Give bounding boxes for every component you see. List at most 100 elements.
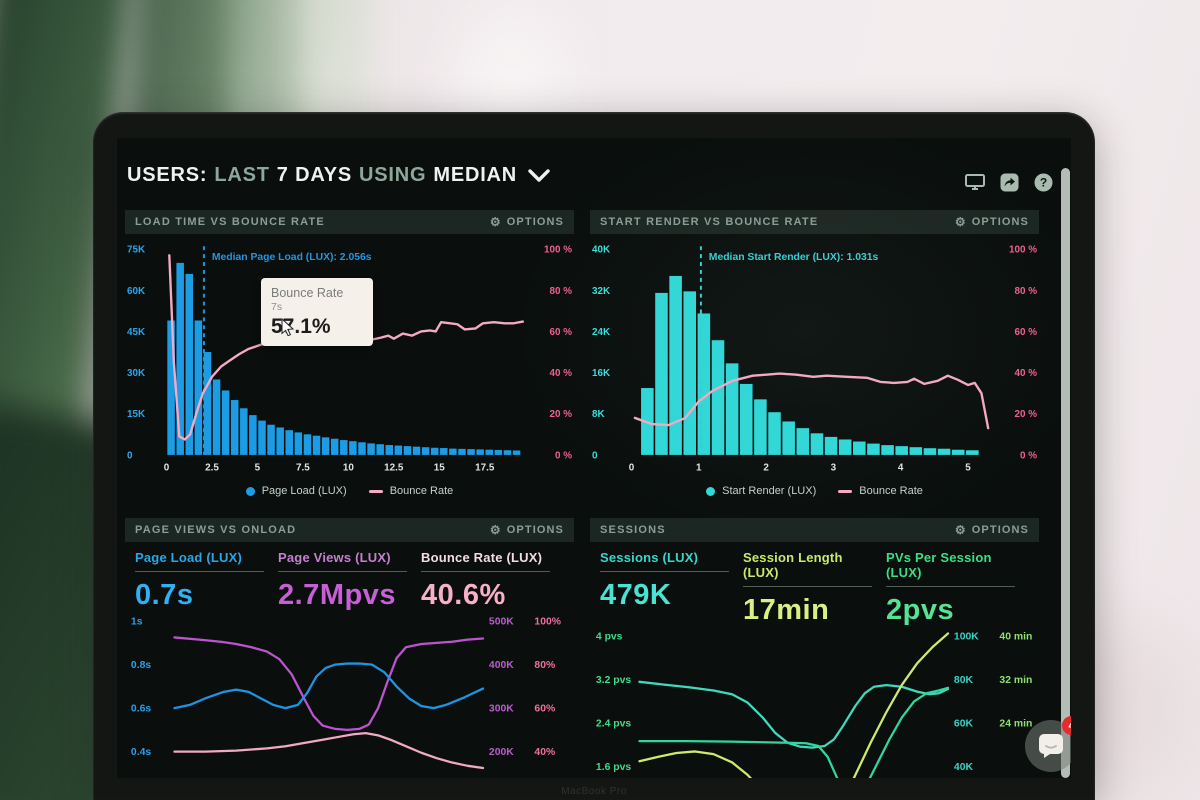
svg-text:0: 0: [164, 463, 170, 474]
svg-text:1: 1: [696, 463, 702, 474]
dashboard-screen: USERS: LAST 7 DAYS USING MEDIAN ?: [117, 138, 1071, 778]
metric-pvs-per-session: PVs Per Session (LUX) 2pvs: [886, 550, 1029, 627]
panel-sessions: SESSIONS ⚙ OPTIONS Sessions (LUX) 479K: [590, 518, 1039, 778]
svg-text:5: 5: [965, 463, 971, 474]
svg-text:300K: 300K: [489, 704, 514, 715]
svg-text:40 %: 40 %: [1015, 368, 1038, 379]
svg-text:?: ?: [1039, 175, 1046, 189]
svg-text:24K: 24K: [592, 327, 611, 338]
svg-text:16K: 16K: [592, 368, 611, 379]
svg-text:17.5: 17.5: [475, 463, 495, 474]
gear-icon: ⚙: [489, 523, 502, 537]
chat-bubble-icon: [1038, 733, 1064, 764]
svg-text:10: 10: [343, 463, 354, 474]
svg-text:0.6s: 0.6s: [131, 704, 151, 715]
metric-session-length: Session Length (LUX) 17min: [743, 550, 886, 627]
sessions-line-chart: 4 pvs 3.2 pvs 2.4 pvs 1.6 pvs 100K 40 min 80K 3…: [590, 627, 1039, 778]
panel-title: START RENDER VS BOUNCE RATE: [600, 216, 819, 228]
start-render-histogram-chart: 40K 32K 24K 16K 8K 0 100 % 80 % 60 % 40 % 20 % 0 % 0…: [590, 234, 1039, 483]
svg-text:75K: 75K: [127, 245, 146, 256]
svg-text:0.4s: 0.4s: [131, 747, 151, 758]
svg-text:0: 0: [127, 450, 133, 461]
metric-page-load: Page Load (LUX) 0.7s: [135, 550, 278, 612]
panel-title: PAGE VIEWS VS ONLOAD: [135, 524, 297, 536]
help-icon[interactable]: ?: [1033, 172, 1053, 192]
svg-text:100%: 100%: [534, 617, 561, 628]
vertical-scrollbar[interactable]: [1061, 168, 1070, 778]
svg-text:12.5: 12.5: [384, 463, 404, 474]
svg-text:1.6 pvs: 1.6 pvs: [596, 762, 631, 773]
svg-text:0.8s: 0.8s: [131, 660, 151, 671]
legend-bounce-rate: Bounce Rate: [838, 485, 923, 497]
options-button[interactable]: ⚙ OPTIONS: [489, 215, 564, 229]
svg-text:80 %: 80 %: [550, 286, 573, 297]
panel-load-time-vs-bounce-rate: LOAD TIME VS BOUNCE RATE ⚙ OPTIONS 75K 60…: [125, 210, 574, 506]
options-button[interactable]: ⚙ OPTIONS: [954, 523, 1029, 537]
svg-text:40K: 40K: [954, 762, 974, 773]
legend-page-load: Page Load (LUX): [245, 485, 347, 497]
svg-text:4: 4: [898, 463, 904, 474]
svg-text:40%: 40%: [534, 747, 555, 758]
svg-text:0 %: 0 %: [1020, 450, 1037, 461]
svg-text:200K: 200K: [489, 747, 514, 758]
svg-text:32K: 32K: [592, 286, 611, 297]
title-using: USING: [359, 164, 427, 186]
display-icon[interactable]: [965, 172, 985, 192]
svg-text:60 %: 60 %: [1015, 327, 1038, 338]
chart-tooltip: Bounce Rate 7s 57.1%: [261, 278, 373, 346]
svg-text:80K: 80K: [954, 675, 974, 686]
metric-page-views: Page Views (LUX) 2.7Mpvs: [278, 550, 421, 612]
svg-text:40K: 40K: [592, 245, 611, 256]
options-button[interactable]: ⚙ OPTIONS: [489, 523, 564, 537]
svg-text:45K: 45K: [127, 327, 146, 338]
svg-text:2.5: 2.5: [205, 463, 219, 474]
svg-text:Median Page Load (LUX): 2.056s: Median Page Load (LUX): 2.056s: [212, 252, 372, 263]
title-median: MEDIAN: [433, 164, 518, 186]
svg-text:80 %: 80 %: [1015, 286, 1038, 297]
metric-bounce-rate: Bounce Rate (LUX) 40.6%: [421, 550, 564, 612]
svg-text:0: 0: [592, 450, 598, 461]
svg-text:20 %: 20 %: [1015, 409, 1038, 420]
gear-icon: ⚙: [489, 215, 502, 229]
svg-text:4 pvs: 4 pvs: [596, 632, 623, 643]
svg-text:60K: 60K: [954, 719, 974, 730]
options-button[interactable]: ⚙ OPTIONS: [954, 215, 1029, 229]
svg-text:400K: 400K: [489, 660, 514, 671]
svg-text:7.5: 7.5: [296, 463, 310, 474]
chevron-down-icon[interactable]: [528, 168, 550, 183]
svg-text:Median Start Render (LUX): 1.0: Median Start Render (LUX): 1.031s: [709, 252, 879, 263]
svg-text:60K: 60K: [127, 286, 146, 297]
svg-text:100K: 100K: [954, 632, 979, 643]
panel-title: SESSIONS: [600, 524, 666, 536]
svg-text:32 min: 32 min: [999, 675, 1032, 686]
chat-widget-button[interactable]: 4: [1025, 716, 1071, 772]
title-days: 7 DAYS: [276, 164, 353, 186]
panel-start-render-vs-bounce-rate: START RENDER VS BOUNCE RATE ⚙ OPTIONS 40…: [590, 210, 1039, 506]
metric-sessions: Sessions (LUX) 479K: [600, 550, 743, 627]
svg-text:24 min: 24 min: [999, 719, 1032, 730]
laptop: USERS: LAST 7 DAYS USING MEDIAN ?: [93, 112, 1095, 800]
svg-text:60%: 60%: [534, 704, 555, 715]
page-title-dropdown[interactable]: USERS: LAST 7 DAYS USING MEDIAN: [127, 164, 550, 187]
svg-text:3.2 pvs: 3.2 pvs: [596, 675, 631, 686]
mouse-cursor-icon: [281, 317, 296, 341]
svg-text:60 %: 60 %: [550, 327, 573, 338]
svg-text:0: 0: [629, 463, 635, 474]
share-icon[interactable]: [999, 172, 1019, 192]
page-views-onload-line-chart: 1s 0.8s 0.6s 0.4s 500K 100% 400K 80% 300K 60% 200K…: [125, 612, 574, 778]
svg-text:1s: 1s: [131, 617, 143, 628]
legend-bounce-rate: Bounce Rate: [368, 485, 453, 497]
gear-icon: ⚙: [954, 215, 967, 229]
svg-text:30K: 30K: [127, 368, 146, 379]
svg-text:15: 15: [434, 463, 445, 474]
svg-text:40 min: 40 min: [999, 632, 1032, 643]
svg-text:100 %: 100 %: [544, 245, 572, 256]
svg-text:40 %: 40 %: [550, 368, 573, 379]
svg-text:15K: 15K: [127, 409, 146, 420]
legend-start-render: Start Render (LUX): [706, 485, 816, 497]
load-time-histogram-chart: 75K 60K 45K 30K 15K 0 100 % 80 % 60 % 40 % 20 % 0 %…: [125, 234, 574, 483]
svg-text:80%: 80%: [534, 660, 555, 671]
svg-text:8K: 8K: [592, 409, 605, 420]
svg-text:2.4 pvs: 2.4 pvs: [596, 719, 631, 730]
svg-text:100 %: 100 %: [1009, 245, 1037, 256]
